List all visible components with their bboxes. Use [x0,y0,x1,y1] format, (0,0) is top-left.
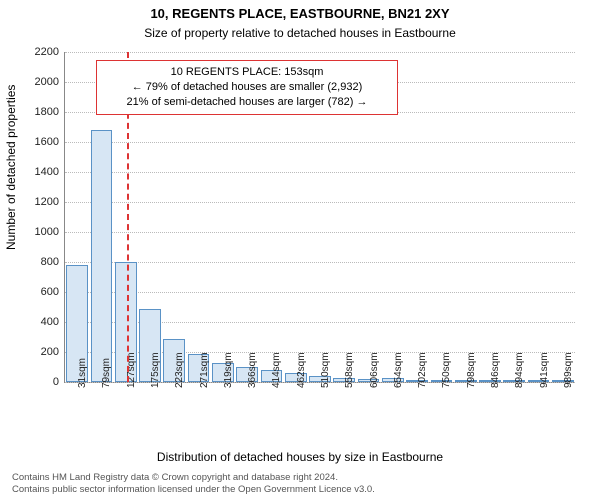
x-tick-label: 989sqm [563,352,574,388]
y-tick-label: 0 [53,376,65,388]
y-tick-label: 1200 [35,196,65,208]
x-tick-label: 894sqm [514,352,525,388]
annotation-box: 10 REGENTS PLACE: 153sqm← 79% of detache… [96,60,398,115]
y-tick-label: 400 [41,316,65,328]
y-tick-label: 600 [41,286,65,298]
x-tick-label: 846sqm [490,352,501,388]
histogram-bar [91,130,113,382]
annotation-line: ← 79% of detached houses are smaller (2,… [103,80,391,95]
footer-credits: Contains HM Land Registry data © Crown c… [12,472,375,496]
y-tick-label: 1800 [35,106,65,118]
x-tick-label: 558sqm [344,352,355,388]
annotation-line: 21% of semi-detached houses are larger (… [103,95,391,110]
x-tick-label: 654sqm [393,352,404,388]
gridline-h [65,172,575,173]
x-tick-label: 798sqm [466,352,477,388]
gridline-h [65,292,575,293]
x-tick-label: 702sqm [417,352,428,388]
x-tick-label: 31sqm [77,358,88,388]
y-tick-label: 200 [41,346,65,358]
x-tick-label: 414sqm [271,352,282,388]
y-tick-label: 800 [41,256,65,268]
footer-line-2: Contains public sector information licen… [12,484,375,496]
y-axis-label: Number of detached properties [4,85,18,250]
x-tick-label: 606sqm [369,352,380,388]
y-tick-label: 2200 [35,46,65,58]
y-tick-label: 1600 [35,136,65,148]
gridline-h [65,232,575,233]
gridline-h [65,202,575,203]
y-tick-label: 1400 [35,166,65,178]
y-tick-label: 2000 [35,76,65,88]
x-tick-label: 510sqm [320,352,331,388]
gridline-h [65,262,575,263]
footer-line-1: Contains HM Land Registry data © Crown c… [12,472,375,484]
chart-title-sub: Size of property relative to detached ho… [0,26,600,40]
gridline-h [65,142,575,143]
x-tick-label: 941sqm [539,352,550,388]
x-tick-label: 271sqm [199,352,210,388]
y-tick-label: 1000 [35,226,65,238]
x-tick-label: 750sqm [441,352,452,388]
x-tick-label: 175sqm [150,352,161,388]
x-tick-label: 462sqm [296,352,307,388]
gridline-h [65,52,575,53]
chart-container: 10, REGENTS PLACE, EASTBOURNE, BN21 2XY … [0,0,600,500]
x-tick-label: 223sqm [174,352,185,388]
x-axis-label: Distribution of detached houses by size … [0,450,600,464]
x-tick-label: 319sqm [223,352,234,388]
chart-title-main: 10, REGENTS PLACE, EASTBOURNE, BN21 2XY [0,6,600,21]
x-tick-label: 366sqm [247,352,258,388]
x-tick-label: 79sqm [101,358,112,388]
annotation-line: 10 REGENTS PLACE: 153sqm [103,65,391,80]
